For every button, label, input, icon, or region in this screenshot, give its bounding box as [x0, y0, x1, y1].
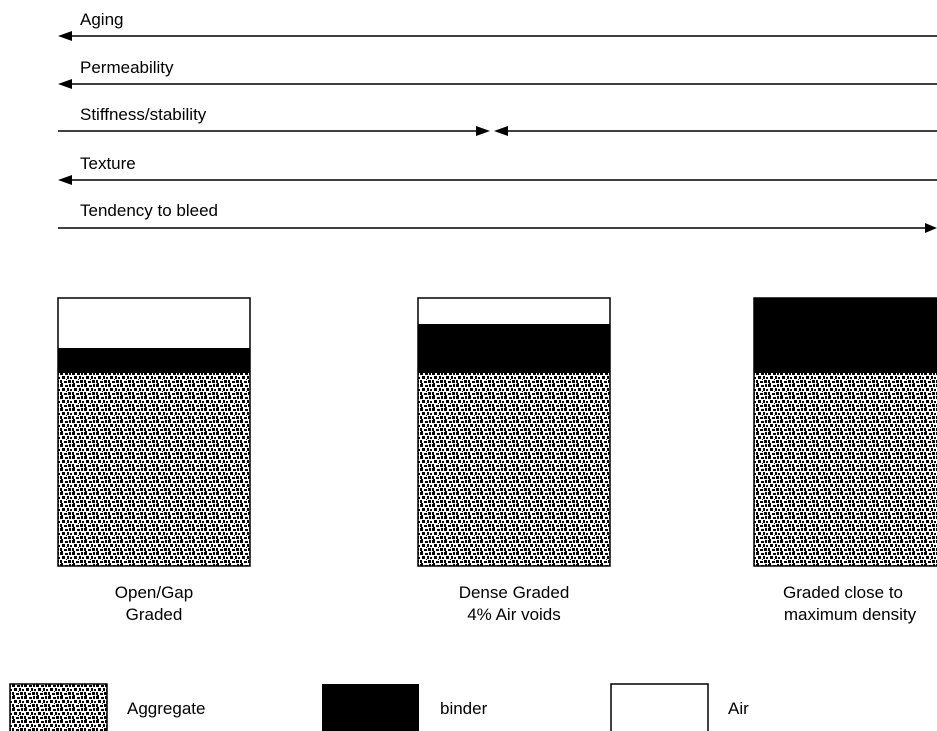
legend-label-aggregate: Aggregate — [127, 699, 205, 718]
legend-swatch-air — [610, 683, 709, 731]
column-label-line2: 4% Air voids — [467, 605, 561, 624]
arrowhead-right-icon — [925, 223, 937, 233]
arrowhead-left-icon — [58, 79, 72, 89]
legend-label-air: Air — [728, 699, 749, 718]
column-label-line1: Graded close to — [783, 583, 903, 602]
column-label-line2: maximum density — [784, 605, 917, 624]
trend-label-aging: Aging — [80, 10, 123, 29]
arrowhead-left-icon — [494, 126, 508, 136]
column-dense: Dense Graded 4% Air voids — [417, 297, 611, 624]
column-max-density: Graded close to maximum density — [753, 297, 937, 624]
aggregate-layer — [58, 373, 250, 566]
arrowhead-right-icon — [476, 126, 490, 136]
trend-texture: Texture — [58, 154, 937, 185]
column-label-line1: Open/Gap — [115, 583, 193, 602]
column-outline — [57, 297, 251, 567]
legend-item-air: Air — [610, 683, 749, 731]
trend-bleed: Tendency to bleed — [58, 201, 937, 233]
legend: Aggregate binder Air — [9, 683, 749, 731]
binder-layer — [58, 348, 250, 373]
column-outline — [753, 297, 937, 567]
trend-permeability: Permeability — [58, 58, 937, 89]
arrowhead-left-icon — [58, 31, 72, 41]
arrowhead-left-icon — [58, 175, 72, 185]
column-label-line2: Graded — [126, 605, 183, 624]
binder-layer — [754, 298, 937, 373]
trend-label-stiffness: Stiffness/stability — [80, 105, 207, 124]
legend-label-binder: binder — [440, 699, 488, 718]
binder-layer — [418, 324, 610, 373]
legend-swatch-binder — [322, 684, 419, 731]
aggregate-layer — [418, 373, 610, 566]
trend-label-permeability: Permeability — [80, 58, 174, 77]
aggregate-layer — [754, 373, 937, 566]
trend-aging: Aging — [58, 10, 937, 41]
column-open-gap: Open/Gap Graded — [57, 297, 251, 624]
column-label-line1: Dense Graded — [459, 583, 570, 602]
air-layer — [418, 298, 610, 324]
column-outline — [417, 297, 611, 567]
trend-label-texture: Texture — [80, 154, 136, 173]
trend-label-bleed: Tendency to bleed — [80, 201, 218, 220]
legend-swatch-aggregate — [9, 683, 108, 731]
legend-item-binder: binder — [322, 684, 488, 731]
trend-stiffness: Stiffness/stability — [58, 105, 937, 136]
air-layer — [58, 298, 250, 348]
legend-item-aggregate: Aggregate — [9, 683, 205, 731]
